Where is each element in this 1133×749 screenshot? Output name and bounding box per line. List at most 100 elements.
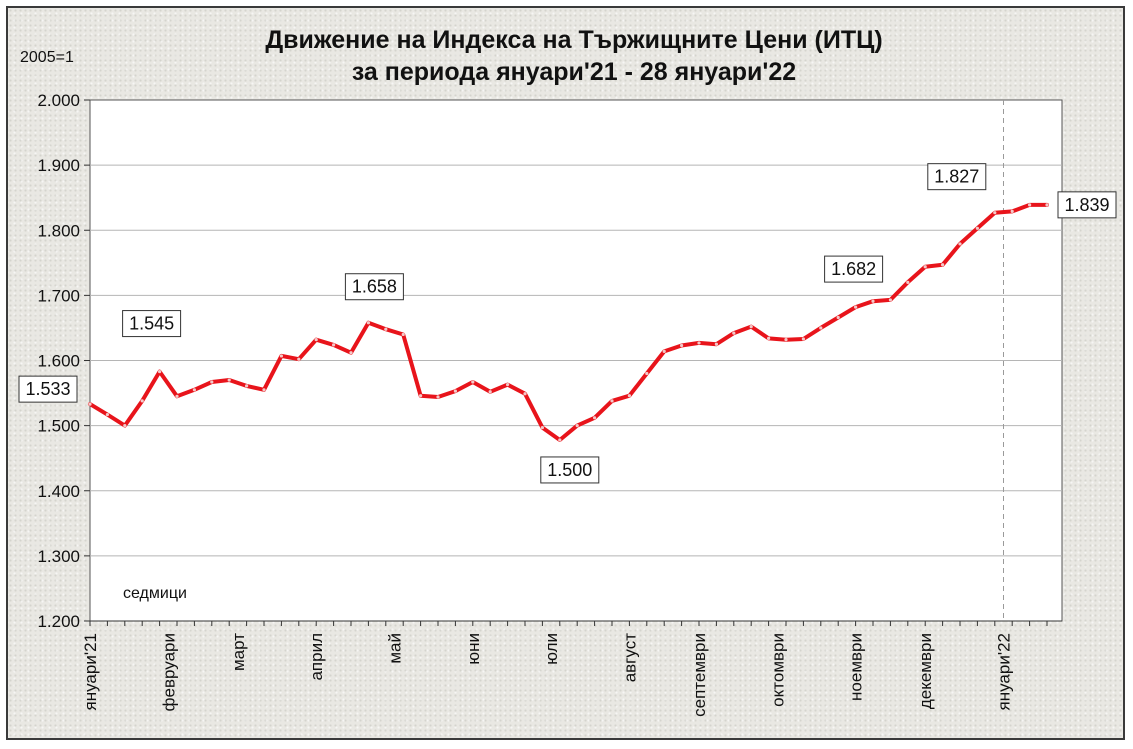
y-tick-label: 1.900 xyxy=(37,156,80,175)
data-point xyxy=(245,384,249,388)
x-axis: януари'21 февруари март април май юни юли авгус… xyxy=(81,620,1062,717)
data-point xyxy=(993,211,997,215)
data-point xyxy=(662,349,666,353)
y-tick-label: 1.700 xyxy=(37,286,80,305)
line-chart: Движение на Индекса на Тържищните Цени (… xyxy=(18,26,1117,717)
data-point xyxy=(540,425,545,430)
x-tick-label: февруари xyxy=(159,633,178,711)
y-tick-label: 1.800 xyxy=(37,221,80,240)
data-point xyxy=(627,394,632,398)
data-point xyxy=(453,389,457,393)
data-point xyxy=(105,412,109,417)
y-tick-label: 1.200 xyxy=(37,612,80,631)
data-point xyxy=(314,338,318,342)
svg-text:1.839: 1.839 xyxy=(1064,195,1109,215)
data-point xyxy=(680,343,684,348)
svg-text:1.658: 1.658 xyxy=(352,277,397,297)
data-point xyxy=(297,357,301,361)
data-label: 1.658 xyxy=(344,273,404,301)
x-tick-label: юли xyxy=(542,633,561,665)
data-label: 1.827 xyxy=(927,163,987,191)
data-point xyxy=(401,332,405,337)
x-axis-note: седмици xyxy=(123,585,187,602)
grid-lines xyxy=(90,164,1062,557)
x-tick-label: ноември xyxy=(847,633,866,701)
data-point xyxy=(906,280,910,284)
data-point xyxy=(854,305,858,309)
data-point xyxy=(1010,209,1014,213)
svg-text:1.827: 1.827 xyxy=(934,167,979,187)
y-tick-label: 1.400 xyxy=(37,482,80,501)
data-point xyxy=(732,331,736,335)
y-axis: 1.200 1.300 1.400 1.500 1.600 1.700 1.800 1.900… xyxy=(37,91,90,631)
series-layer xyxy=(88,202,1049,442)
x-tick-label: юни xyxy=(464,633,483,665)
y-tick-label: 1.500 xyxy=(37,417,80,436)
x-tick-label: януари'21 xyxy=(81,633,100,710)
svg-text:1.682: 1.682 xyxy=(831,259,876,279)
y-tick-label: 2.000 xyxy=(37,91,80,110)
data-point xyxy=(923,265,927,269)
data-point xyxy=(192,388,196,392)
data-point xyxy=(610,399,614,403)
data-label: 1.839 xyxy=(1057,191,1117,219)
chart-subtitle: за периода януари'21 - 28 януари'22 xyxy=(352,58,796,86)
data-point xyxy=(801,337,806,341)
svg-text:1.545: 1.545 xyxy=(129,314,174,334)
data-label: 1.545 xyxy=(122,310,182,338)
data-point xyxy=(975,226,980,230)
data-point xyxy=(175,394,179,398)
data-point xyxy=(210,380,214,384)
data-point xyxy=(575,424,579,428)
x-tick-label: март xyxy=(229,633,248,671)
x-tick-label: август xyxy=(620,633,639,682)
data-point xyxy=(419,394,423,398)
x-tick-label: април xyxy=(307,633,326,681)
data-point xyxy=(523,392,527,396)
x-tick-label: декември xyxy=(916,633,935,709)
data-point xyxy=(349,351,353,355)
data-point xyxy=(645,371,649,376)
data-point xyxy=(871,299,875,303)
data-label: 1.682 xyxy=(824,255,884,283)
data-point xyxy=(279,354,283,358)
data-point xyxy=(227,378,231,382)
data-point xyxy=(436,395,440,399)
x-tick-label: септември xyxy=(690,633,709,717)
data-point xyxy=(158,369,162,374)
chart-title: Движение на Индекса на Тържищните Цени (… xyxy=(265,26,882,54)
base-label: 2005=1 xyxy=(20,49,74,66)
data-point xyxy=(558,438,562,442)
y-tick-label: 1.300 xyxy=(37,547,80,566)
x-tick-label: януари'22 xyxy=(995,633,1014,710)
x-tick-label: октомври xyxy=(768,633,787,707)
data-point xyxy=(749,325,753,329)
data-point xyxy=(888,298,893,302)
data-point xyxy=(366,321,370,325)
data-point xyxy=(958,242,962,246)
data-point xyxy=(88,402,92,406)
data-point xyxy=(1045,203,1049,207)
svg-text:1.533: 1.533 xyxy=(25,379,70,399)
data-point xyxy=(123,424,127,428)
data-point xyxy=(488,390,492,394)
data-point xyxy=(819,326,823,330)
data-point xyxy=(941,263,945,267)
data-point xyxy=(332,343,336,347)
data-point xyxy=(140,399,144,403)
svg-text:1.500: 1.500 xyxy=(547,460,592,480)
series-line xyxy=(88,202,1049,442)
data-point xyxy=(471,380,475,384)
data-point xyxy=(784,338,788,342)
data-point xyxy=(593,416,597,420)
data-point xyxy=(506,382,510,387)
data-point xyxy=(262,388,266,392)
y-tick-label: 1.600 xyxy=(37,352,80,371)
callout-layer: 1.533 1.545 1.658 1.500 1.682 1.827 1.839 xyxy=(18,163,1117,484)
data-point xyxy=(836,315,840,320)
data-label: 1.533 xyxy=(18,375,78,403)
data-label: 1.500 xyxy=(540,456,600,484)
chart-frame: Движение на Индекса на Тържищните Цени (… xyxy=(6,6,1125,740)
data-point xyxy=(697,341,701,345)
x-tick-label: май xyxy=(386,633,405,664)
